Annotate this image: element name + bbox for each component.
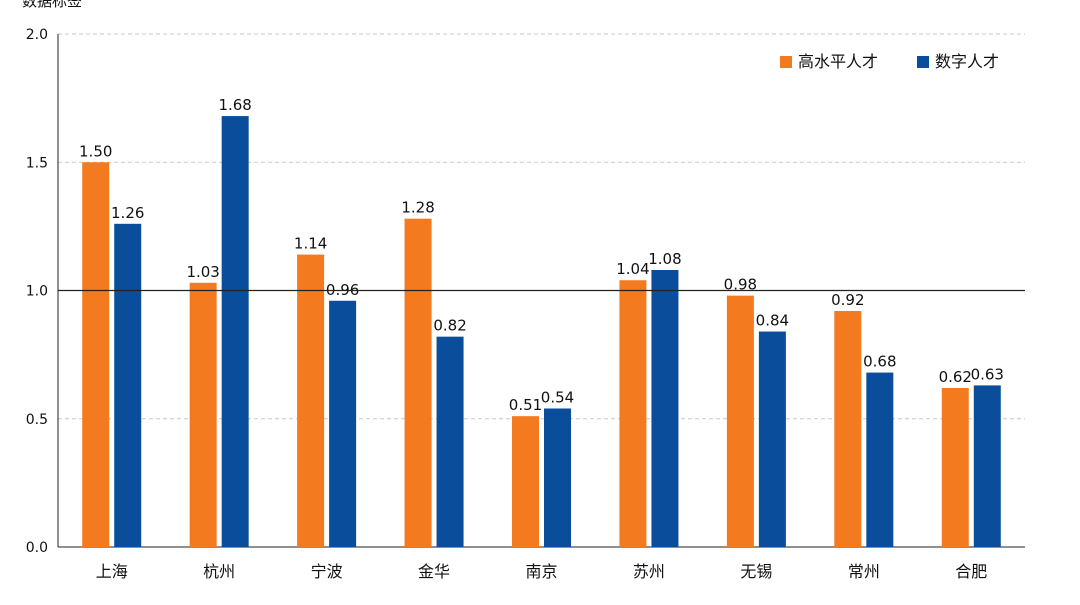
bar-high-level-talent xyxy=(834,311,862,547)
data-label: 1.03 xyxy=(186,263,219,281)
y-tick-label: 1.5 xyxy=(26,155,48,171)
x-tick-label: 金华 xyxy=(418,562,450,581)
data-label: 0.63 xyxy=(971,365,1004,383)
bar-digital-talent xyxy=(866,372,894,547)
legend-swatch xyxy=(780,56,792,68)
bar-high-level-talent xyxy=(297,254,325,547)
x-tick-label: 常州 xyxy=(848,562,880,581)
bar-high-level-talent xyxy=(941,387,969,547)
data-label: 0.51 xyxy=(509,396,542,414)
x-tick-label: 宁波 xyxy=(311,562,343,581)
data-label: 1.14 xyxy=(294,235,327,253)
legend-label: 数字人才 xyxy=(935,52,999,71)
data-label: 1.04 xyxy=(616,260,649,278)
data-label: 0.84 xyxy=(756,312,789,330)
data-label: 0.54 xyxy=(541,388,574,406)
legend-label: 高水平人才 xyxy=(798,52,878,71)
y-tick-label: 2.0 xyxy=(26,27,48,43)
data-label: 0.82 xyxy=(433,317,466,335)
data-label: 1.08 xyxy=(648,250,681,268)
bar-digital-talent xyxy=(973,385,1001,547)
bar-digital-talent xyxy=(114,223,142,547)
data-label: 0.62 xyxy=(939,368,972,386)
bar-high-level-talent xyxy=(189,282,217,547)
bar-digital-talent xyxy=(436,336,464,547)
data-label: 1.26 xyxy=(111,204,144,222)
data-label: 0.92 xyxy=(831,291,864,309)
bar-high-level-talent xyxy=(512,416,539,547)
data-label: 0.96 xyxy=(326,281,359,299)
bar-high-level-talent xyxy=(82,162,110,547)
data-label: 1.50 xyxy=(79,142,112,160)
bar-high-level-talent xyxy=(404,218,432,547)
data-label: 1.68 xyxy=(218,96,251,114)
data-label: 0.68 xyxy=(863,353,896,371)
x-tick-label: 合肥 xyxy=(955,562,987,581)
bar-high-level-talent xyxy=(619,280,647,547)
bar-digital-talent xyxy=(329,300,357,547)
bar-digital-talent xyxy=(651,269,679,547)
data-label: 1.28 xyxy=(401,199,434,217)
x-tick-label: 无锡 xyxy=(740,562,772,581)
bar-digital-talent xyxy=(544,408,571,547)
bar-digital-talent xyxy=(758,331,786,547)
y-tick-label: 1.0 xyxy=(26,284,48,300)
y-tick-label: 0.5 xyxy=(26,412,48,428)
bar-digital-talent xyxy=(221,116,249,547)
x-tick-label: 杭州 xyxy=(203,562,235,581)
x-tick-label: 苏州 xyxy=(633,562,665,581)
data-label: 0.98 xyxy=(724,276,757,294)
legend-swatch xyxy=(917,56,929,68)
x-tick-label: 上海 xyxy=(96,562,128,581)
bar-high-level-talent xyxy=(726,295,754,547)
x-tick-label: 南京 xyxy=(525,562,557,581)
y-tick-label: 0.0 xyxy=(26,540,48,556)
top-cut-text: 数据标签 xyxy=(22,0,83,10)
